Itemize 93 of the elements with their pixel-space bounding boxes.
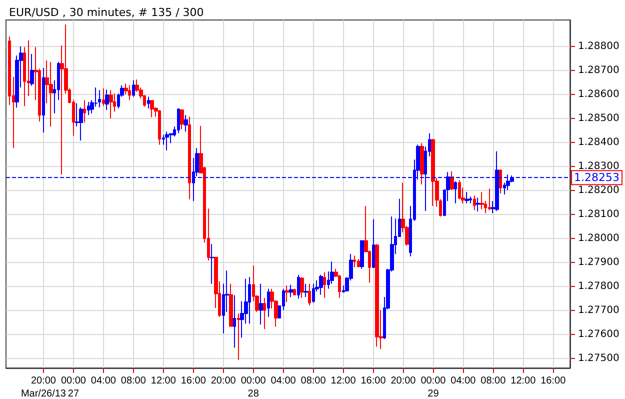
x-tick-label: 08:00: [300, 376, 326, 386]
candlestick: [267, 288, 270, 318]
x2-tick-label: 27: [68, 388, 80, 399]
candlestick: [473, 194, 476, 211]
candlestick: [300, 276, 304, 298]
candlestick: [259, 283, 263, 326]
candlestick: [312, 283, 315, 304]
x-tick-label: 08:00: [120, 376, 146, 386]
candlestick: [177, 108, 180, 134]
candlestick: [499, 169, 502, 194]
candlestick: [158, 110, 161, 146]
x-tick-label: 16:00: [180, 376, 206, 386]
x-tick-label: 16:00: [360, 376, 386, 386]
candlestick: [357, 258, 360, 268]
y-tick-label: 1.27500: [578, 352, 620, 364]
x-tick-label: 12:00: [510, 376, 536, 386]
candlestick: [83, 100, 86, 123]
candlestick: [297, 274, 300, 300]
candlestick: [431, 138, 435, 206]
candlestick: [237, 313, 240, 360]
x-tick-label: 08:00: [480, 376, 506, 386]
x-tick-label: 16:00: [540, 376, 566, 386]
candlestick: [420, 142, 424, 185]
y-tick-label: 1.28200: [578, 184, 620, 196]
candlestick: [30, 53, 34, 86]
x-tick-label: 12:00: [330, 376, 356, 386]
y-tick-label: 1.27900: [578, 256, 620, 268]
candlestick: [79, 106, 83, 141]
candlestick: [454, 180, 457, 204]
candlestick: [319, 274, 323, 296]
candlestick: [450, 170, 454, 191]
y-tick-label: 1.28500: [578, 112, 620, 124]
x-tick-label: 00:00: [240, 376, 266, 386]
candlestick: [353, 255, 356, 268]
x2-tick-label: Mar/26/13: [20, 388, 66, 399]
x-tick-label: 20:00: [210, 376, 236, 386]
candlestick: [285, 284, 289, 302]
candlestick: [87, 101, 90, 116]
x-tick-label: 00:00: [60, 376, 86, 386]
candlestick: [128, 84, 131, 101]
candlestick: [132, 80, 135, 98]
candlestick: [184, 114, 188, 132]
candlestick: [375, 244, 379, 348]
candlestick: [293, 288, 296, 296]
candlestick: [165, 131, 169, 151]
x-tick-label: 12:00: [150, 376, 176, 386]
x-tick-label: 04:00: [90, 376, 116, 386]
x2-tick-label: 28: [248, 388, 260, 399]
y-tick-label: 1.28300: [578, 160, 620, 172]
candlestick: [289, 284, 293, 298]
candlestick: [188, 116, 191, 200]
chart-title: EUR/USD , 30 minutes, # 135 / 300: [9, 6, 204, 19]
candlestick: [229, 283, 233, 328]
y-tick-label: 1.28700: [578, 64, 620, 76]
y-tick-label: 1.28600: [578, 88, 620, 100]
x-tick-label: 20:00: [30, 376, 56, 386]
candlestick: [458, 180, 461, 200]
x-tick-label: 00:00: [420, 376, 446, 386]
x-tick-label: 04:00: [450, 376, 476, 386]
candlestick: [180, 108, 184, 130]
candlestick: [372, 218, 375, 269]
ref-line-label: 1.28253: [574, 171, 620, 184]
candlestick: [304, 283, 308, 298]
candlestick: [49, 62, 53, 128]
candlestick: [323, 272, 326, 298]
candlestick: [480, 192, 484, 210]
candlestick: [109, 90, 113, 119]
candlestick: [476, 197, 480, 212]
candlestick: [488, 188, 491, 211]
candlestick: [98, 90, 101, 108]
x-tick-label: 20:00: [390, 376, 416, 386]
candlestick: [150, 100, 154, 118]
candlestick: [210, 244, 214, 284]
candlestick: [42, 68, 45, 134]
x2-tick-label: 29: [428, 388, 440, 399]
y-tick-label: 1.28100: [578, 208, 620, 220]
candlestick: [233, 294, 236, 348]
x-tick-label: 04:00: [270, 376, 296, 386]
candlestick: [147, 96, 150, 109]
y-tick-label: 1.28000: [578, 232, 620, 244]
candlestick: [248, 276, 251, 324]
y-tick-label: 1.27800: [578, 280, 620, 292]
y-tick-label: 1.28800: [578, 40, 620, 52]
candlestick: [308, 283, 311, 306]
y-tick-label: 1.28400: [578, 136, 620, 148]
candlestick: [465, 191, 469, 204]
y-tick-label: 1.27600: [578, 328, 620, 340]
candlestick: [102, 88, 105, 107]
candlestick: [263, 297, 266, 330]
candlestick: [360, 240, 364, 270]
candlestick: [469, 196, 472, 204]
candlestick: [105, 89, 109, 110]
y-tick-label: 1.27700: [578, 304, 620, 316]
